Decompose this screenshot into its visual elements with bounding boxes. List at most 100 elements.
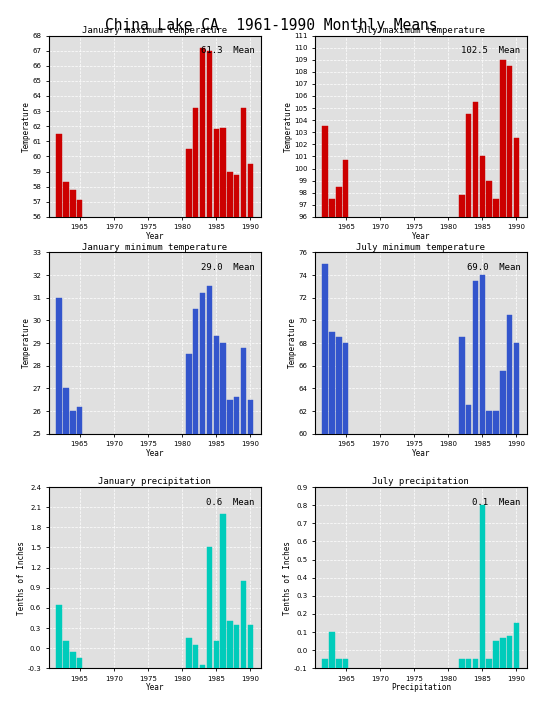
Bar xyxy=(70,190,75,217)
Bar xyxy=(193,645,199,668)
Text: 61.3  Mean: 61.3 Mean xyxy=(200,46,254,55)
Bar xyxy=(207,50,212,217)
Bar xyxy=(227,171,232,217)
Bar xyxy=(77,407,83,434)
Bar xyxy=(186,354,192,434)
Bar xyxy=(193,108,199,217)
Bar xyxy=(248,164,253,217)
Title: July precipitation: July precipitation xyxy=(372,477,469,486)
Bar xyxy=(500,371,506,434)
Bar xyxy=(56,298,62,434)
Y-axis label: Temperature: Temperature xyxy=(288,318,297,368)
Bar xyxy=(459,659,465,668)
Bar xyxy=(514,139,519,217)
Bar xyxy=(343,343,349,434)
Bar xyxy=(459,338,465,434)
Bar xyxy=(323,659,328,668)
Bar xyxy=(343,160,349,217)
X-axis label: Year: Year xyxy=(412,232,430,241)
Bar xyxy=(323,264,328,434)
Bar xyxy=(200,665,205,668)
Y-axis label: Temperature: Temperature xyxy=(22,318,31,368)
Title: July maximum temperature: July maximum temperature xyxy=(356,26,485,35)
Bar xyxy=(479,505,485,668)
Bar xyxy=(487,659,492,668)
Bar xyxy=(466,405,471,434)
Title: January precipitation: January precipitation xyxy=(98,477,211,486)
Bar xyxy=(63,641,68,668)
Bar xyxy=(193,309,199,434)
Text: 0.1  Mean: 0.1 Mean xyxy=(472,498,520,507)
Bar xyxy=(227,400,232,434)
Bar xyxy=(514,343,519,434)
Bar xyxy=(500,60,506,217)
Text: 102.5  Mean: 102.5 Mean xyxy=(461,46,520,55)
Bar xyxy=(473,659,478,668)
Bar xyxy=(213,129,219,217)
Bar xyxy=(63,182,68,217)
Bar xyxy=(241,348,247,434)
Y-axis label: Tenths of Inches: Tenths of Inches xyxy=(17,540,26,615)
Bar xyxy=(234,625,239,668)
Bar xyxy=(329,332,334,434)
Bar xyxy=(493,641,498,668)
Bar xyxy=(507,66,513,217)
Bar xyxy=(70,411,75,434)
Bar xyxy=(343,659,349,668)
Bar xyxy=(186,638,192,668)
Bar xyxy=(234,175,239,217)
Bar xyxy=(493,199,498,217)
Bar xyxy=(493,411,498,434)
Text: 69.0  Mean: 69.0 Mean xyxy=(466,263,520,272)
Bar xyxy=(220,343,226,434)
Bar xyxy=(514,623,519,668)
Bar xyxy=(220,128,226,217)
Bar xyxy=(336,659,342,668)
Bar xyxy=(336,338,342,434)
Bar xyxy=(77,201,83,217)
Bar xyxy=(200,48,205,217)
Bar xyxy=(500,638,506,668)
Bar xyxy=(213,336,219,434)
Bar xyxy=(186,149,192,217)
Title: January minimum temperature: January minimum temperature xyxy=(82,242,228,252)
Bar xyxy=(56,604,62,668)
X-axis label: Year: Year xyxy=(146,449,164,458)
X-axis label: Precipitation: Precipitation xyxy=(391,683,451,693)
Bar xyxy=(56,134,62,217)
Text: 29.0  Mean: 29.0 Mean xyxy=(200,263,254,272)
Bar xyxy=(207,547,212,668)
Title: January maximum temperature: January maximum temperature xyxy=(82,26,228,35)
Bar xyxy=(487,411,492,434)
Bar xyxy=(200,293,205,434)
Bar xyxy=(466,114,471,217)
Bar xyxy=(248,625,253,668)
Bar xyxy=(323,127,328,217)
X-axis label: Year: Year xyxy=(146,683,164,693)
Bar xyxy=(70,651,75,668)
Y-axis label: Temperature: Temperature xyxy=(22,101,31,151)
Title: July minimum temperature: July minimum temperature xyxy=(356,242,485,252)
Bar xyxy=(473,102,478,217)
Bar xyxy=(77,658,83,668)
Bar xyxy=(63,388,68,434)
Bar xyxy=(487,181,492,217)
Bar xyxy=(479,275,485,434)
Y-axis label: Temperature: Temperature xyxy=(283,101,293,151)
Bar xyxy=(241,108,247,217)
X-axis label: Year: Year xyxy=(146,232,164,241)
Bar xyxy=(479,156,485,217)
Bar xyxy=(507,636,513,668)
Bar xyxy=(507,315,513,434)
Bar xyxy=(466,659,471,668)
Bar xyxy=(329,632,334,668)
Bar xyxy=(473,281,478,434)
Bar xyxy=(207,287,212,434)
X-axis label: Year: Year xyxy=(412,449,430,458)
Text: 0.6  Mean: 0.6 Mean xyxy=(206,498,254,507)
Bar xyxy=(459,195,465,217)
Bar xyxy=(336,187,342,217)
Bar xyxy=(227,621,232,668)
Y-axis label: Tenths of Inches: Tenths of Inches xyxy=(283,540,292,615)
Bar xyxy=(213,641,219,668)
